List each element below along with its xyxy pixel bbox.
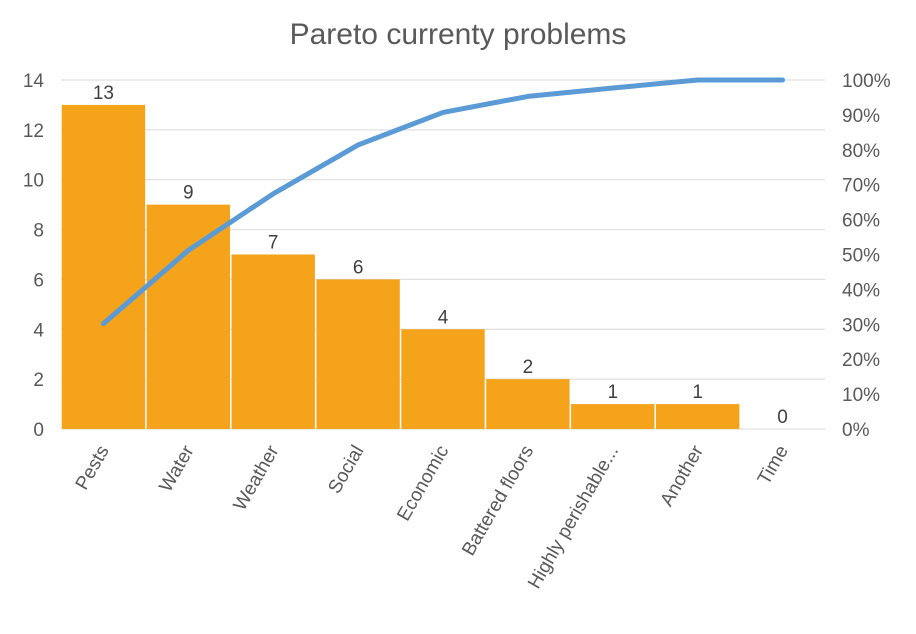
line-point — [442, 111, 444, 113]
y-tick-label: 8 — [33, 221, 44, 242]
x-category-label: Weather — [230, 441, 284, 514]
bar-data-label: 1 — [692, 382, 703, 403]
bar — [571, 404, 655, 429]
y-tick-label: 6 — [33, 270, 44, 291]
bar-data-label: 13 — [93, 83, 114, 104]
bar-data-label: 0 — [777, 407, 788, 428]
bar — [401, 329, 485, 429]
y-tick-label: 12 — [23, 121, 44, 142]
line-point — [697, 79, 699, 81]
line-point — [102, 323, 104, 325]
x-category-label: Time — [754, 442, 793, 488]
y-tick-label: 10 — [23, 171, 44, 192]
line-point — [612, 87, 614, 89]
bar-series — [61, 104, 740, 429]
x-category-label: Battered floors — [458, 442, 538, 560]
bar — [655, 404, 740, 429]
x-category-label: Pests — [72, 442, 114, 494]
line-point — [527, 95, 529, 97]
y-tick-label: 2 — [33, 370, 44, 391]
bar — [146, 204, 231, 429]
bar — [231, 254, 315, 429]
y2-tick-label: 40% — [842, 280, 880, 301]
y2-tick-label: 60% — [842, 211, 880, 232]
y-tick-label: 4 — [33, 320, 44, 341]
bar-data-label: 2 — [523, 357, 534, 378]
y2-tick-label: 20% — [842, 350, 880, 371]
bar-data-label: 6 — [353, 257, 364, 278]
x-category-label: Economic — [393, 442, 453, 525]
y2-tick-label: 30% — [842, 315, 880, 336]
y-tick-label: 0 — [33, 420, 44, 441]
y2-tick-label: 80% — [842, 141, 880, 162]
y2-tick-label: 90% — [842, 106, 880, 127]
data-labels: 13 9 7 6 4 2 1 1 0 — [93, 83, 788, 428]
bar-data-label: 9 — [183, 183, 194, 204]
line-point — [782, 79, 784, 81]
y2-tick-label: 70% — [842, 176, 880, 197]
line-point — [357, 144, 359, 146]
x-axis: Pests Water Weather Social Economic Battered … — [72, 441, 793, 592]
bar-data-label: 1 — [607, 382, 618, 403]
y-axis-right: 0% 10% 20% 30% 40% 50% 60% 70% 80% 90% 100% — [842, 71, 891, 441]
bar — [486, 379, 570, 429]
y-tick-label: 14 — [23, 71, 45, 92]
y2-tick-label: 0% — [842, 420, 870, 441]
x-category-label: Social — [324, 442, 368, 497]
y-axis-left: 0 2 4 6 8 10 12 14 — [23, 71, 45, 441]
y2-tick-label: 50% — [842, 246, 880, 267]
x-category-label: Water — [155, 441, 199, 495]
line-point — [272, 193, 274, 195]
bar — [316, 279, 400, 429]
line-point — [187, 249, 189, 251]
bar-data-label: 7 — [268, 233, 279, 254]
y2-tick-label: 10% — [842, 385, 880, 406]
chart-title: Pareto currenty problems — [290, 18, 627, 51]
x-category-label: Highly perishable... — [524, 442, 623, 592]
bar — [61, 104, 146, 429]
cumulative-line-series — [100, 77, 786, 327]
y2-tick-label: 100% — [842, 71, 891, 92]
x-category-label: Another — [657, 441, 709, 510]
bar-data-label: 4 — [438, 307, 449, 328]
